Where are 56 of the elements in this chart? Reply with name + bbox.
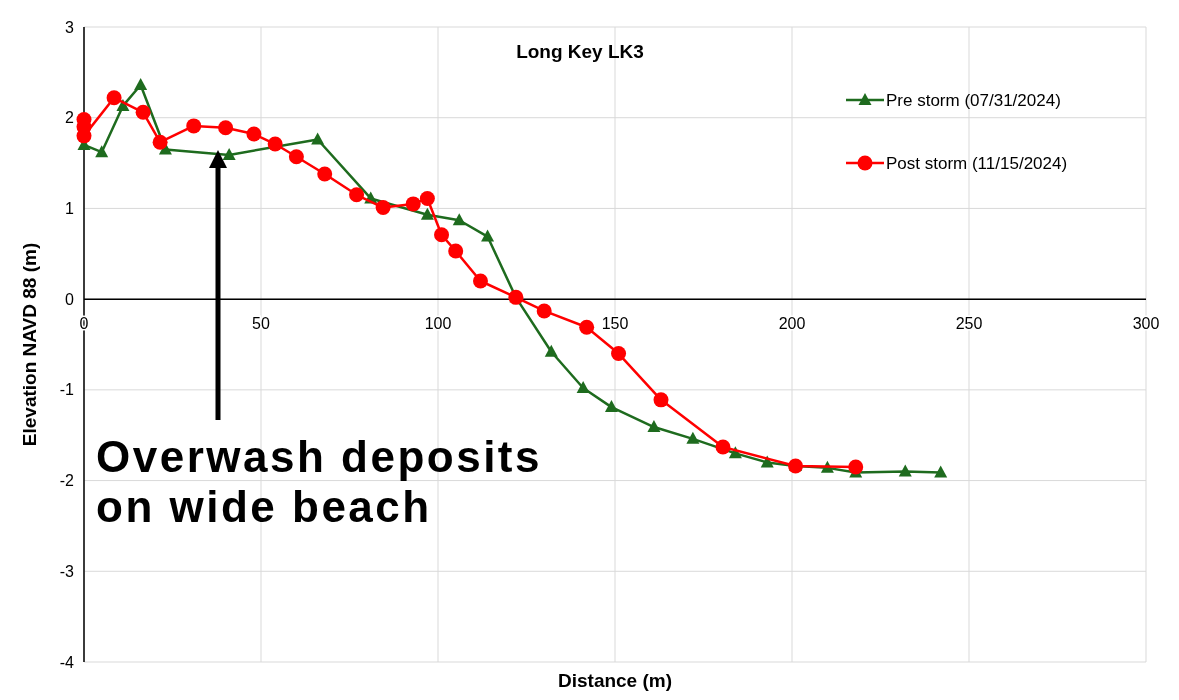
y-tick-label: -3 — [59, 562, 75, 580]
point — [246, 126, 262, 142]
point — [222, 147, 236, 160]
point — [848, 459, 864, 475]
point — [288, 149, 304, 165]
point — [317, 166, 333, 182]
point — [481, 229, 495, 242]
point — [135, 104, 151, 120]
x-tick-label: 50 — [252, 315, 270, 333]
point — [715, 439, 731, 455]
point — [311, 132, 325, 145]
point — [898, 464, 912, 477]
point — [452, 213, 466, 226]
text: Long Key LK3 — [516, 41, 644, 62]
point — [186, 118, 202, 134]
point — [405, 196, 421, 212]
point — [152, 134, 168, 150]
point — [134, 78, 148, 91]
y-tick-label: 3 — [65, 18, 75, 36]
point — [647, 420, 661, 433]
x-tick-label: 200 — [778, 315, 806, 333]
y-tick-label: 2 — [65, 109, 75, 127]
point — [536, 303, 552, 319]
point — [218, 120, 234, 136]
x-tick-label: 300 — [1132, 315, 1160, 333]
legend-label: Pre storm (07/31/2024) — [886, 90, 1061, 110]
point — [106, 90, 122, 106]
point — [95, 145, 109, 158]
point — [579, 319, 595, 335]
x-axis-title: Distance (m) — [557, 670, 673, 691]
point — [349, 187, 365, 203]
point — [604, 400, 618, 413]
point — [375, 200, 391, 216]
point — [434, 227, 450, 243]
point — [576, 381, 590, 394]
point — [934, 465, 948, 478]
point — [686, 431, 700, 444]
y-tick-label: -4 — [59, 653, 75, 671]
point — [611, 346, 627, 362]
point — [544, 344, 558, 357]
point — [448, 243, 464, 259]
y-axis-title: Elevation NAVD 88 (m) — [19, 242, 40, 447]
x-tick-label: 100 — [424, 315, 452, 333]
point — [653, 392, 669, 408]
point — [267, 136, 283, 152]
legend-label: Post storm (11/15/2024) — [886, 153, 1068, 173]
x-tick-label: 250 — [955, 315, 983, 333]
y-tick-label: -1 — [59, 381, 75, 399]
y-tick-label: 0 — [65, 290, 75, 308]
y-tick-label: -2 — [59, 472, 75, 490]
point — [472, 273, 488, 289]
annotation: Overwash deposits on wide beach — [96, 432, 542, 531]
point — [420, 207, 434, 220]
point — [419, 190, 435, 206]
x-tick-label: 150 — [601, 315, 629, 333]
y-tick-label: 1 — [65, 200, 75, 218]
